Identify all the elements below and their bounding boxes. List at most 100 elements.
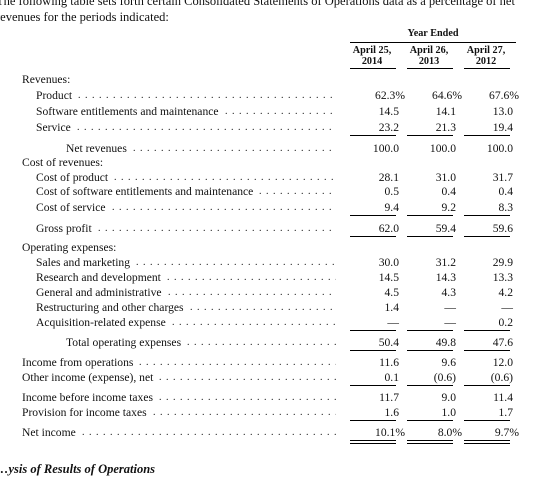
dot-leader: . . . . . . . . . . . . . . . . . . . . … xyxy=(159,370,336,385)
underline xyxy=(407,420,453,421)
cell-value: 8.3 xyxy=(463,200,513,215)
cell-value: 1.4 xyxy=(349,300,399,315)
underline xyxy=(350,385,396,386)
table-row: Income before income taxes . . . . . . . … xyxy=(0,390,540,405)
cell-value: 31.0 xyxy=(406,170,456,185)
cell-value: 10.1% xyxy=(355,425,405,440)
cell-value: 1.6 xyxy=(349,405,399,420)
underline xyxy=(407,135,453,136)
row-label: Income from operations xyxy=(22,355,133,370)
underline xyxy=(350,236,396,237)
column-header-rule xyxy=(350,68,396,69)
cell-value: 9.0 xyxy=(406,390,456,405)
dot-leader: . . . . . . . . . . . . . . . . . . . . … xyxy=(82,425,336,440)
table-row: Provision for income taxes . . . . . . . … xyxy=(0,405,540,420)
cell-value: 11.4 xyxy=(463,390,513,405)
cell-value: 31.7 xyxy=(463,170,513,185)
cell-value: 0.2 xyxy=(463,315,513,330)
table-row: Acquisition-related expense . . . . . . .… xyxy=(0,315,540,330)
cell-value: 62.3% xyxy=(355,88,405,103)
year-ended-rule xyxy=(350,42,516,43)
row-label: Cost of revenues: xyxy=(22,155,103,170)
row-label: Revenues: xyxy=(22,72,70,87)
cell-value: 1.7 xyxy=(463,405,513,420)
row-label: Software entitlements and maintenance xyxy=(36,104,219,119)
cell-value: 29.9 xyxy=(463,255,513,270)
table-row: Research and development . . . . . . . . … xyxy=(0,270,540,285)
underline xyxy=(407,215,453,216)
intro-paragraph: The following table sets forth certain C… xyxy=(0,0,540,25)
underline xyxy=(464,236,510,237)
table-row: Sales and marketing . . . . . . . . . . .… xyxy=(0,255,540,270)
underline xyxy=(407,385,453,386)
dot-leader: . . . . . . . . . . . . . . . . . . . . … xyxy=(159,390,336,405)
double-underline xyxy=(407,440,453,444)
cell-value: 4.5 xyxy=(349,285,399,300)
table-row: General and administrative . . . . . . . … xyxy=(0,285,540,300)
cell-value: — xyxy=(406,315,456,330)
underline xyxy=(464,385,510,386)
cell-value: 0.1 xyxy=(349,370,399,385)
cell-value: 49.8 xyxy=(406,335,456,350)
table-row: Product . . . . . . . . . . . . . . . . .… xyxy=(0,88,540,103)
dot-leader: . . . . . . . . . . . . . . . . . . . . … xyxy=(136,255,336,270)
underline xyxy=(464,135,510,136)
row-label: General and administrative xyxy=(36,285,162,300)
cell-value: (0.6) xyxy=(406,370,456,385)
table-row: Revenues: xyxy=(0,72,540,87)
dot-leader: . . . . . . . . . . . . . . . . . . . . … xyxy=(187,335,336,350)
double-underline xyxy=(350,440,396,444)
cell-value: 100.0 xyxy=(406,141,456,156)
section-heading: …ysis of Results of Operations xyxy=(0,462,155,477)
table-row: Restructuring and other charges . . . . .… xyxy=(0,300,540,315)
cell-value: 13.3 xyxy=(463,270,513,285)
cell-value: (0.6) xyxy=(463,370,513,385)
underline xyxy=(407,350,453,351)
dot-leader: . . . . . . . . . . . . . . . . . . . . … xyxy=(98,221,336,236)
cell-value: 62.0 xyxy=(349,221,399,236)
row-label: Service xyxy=(36,120,71,135)
table-row: Net income . . . . . . . . . . . . . . . … xyxy=(0,425,540,440)
cell-value: 9.2 xyxy=(406,200,456,215)
row-label: Restructuring and other charges xyxy=(36,300,184,315)
table-row: Cost of software entitlements and mainte… xyxy=(0,184,540,199)
underline xyxy=(407,236,453,237)
cell-value: 11.6 xyxy=(349,355,399,370)
column-header-2012: April 27, 2012 xyxy=(462,46,510,67)
cell-value: 47.6 xyxy=(463,335,513,350)
cell-value: 31.2 xyxy=(406,255,456,270)
cell-value: 9.4 xyxy=(349,200,399,215)
table-row: Net revenues . . . . . . . . . . . . . . … xyxy=(0,141,540,156)
cell-value: 67.6% xyxy=(469,88,519,103)
cell-value: 12.0 xyxy=(463,355,513,370)
underline xyxy=(464,215,510,216)
cell-value: 14.3 xyxy=(406,270,456,285)
cell-value: 28.1 xyxy=(349,170,399,185)
table-row: Service . . . . . . . . . . . . . . . . .… xyxy=(0,120,540,135)
column-header-2013: April 26, 2013 xyxy=(405,46,453,67)
cell-value: — xyxy=(349,315,399,330)
dot-leader: . . . . . . . . . . . . . . . . . . . . … xyxy=(259,184,336,199)
dot-leader: . . . . . . . . . . . . . . . . . . . . … xyxy=(167,270,336,285)
cell-value: 21.3 xyxy=(406,120,456,135)
cell-value: 59.6 xyxy=(463,221,513,236)
underline xyxy=(350,135,396,136)
row-label: Product xyxy=(36,88,72,103)
cell-value: — xyxy=(463,300,513,315)
cell-value: 30.0 xyxy=(349,255,399,270)
table-row: Cost of service . . . . . . . . . . . . .… xyxy=(0,200,540,215)
cell-value: 0.4 xyxy=(463,184,513,199)
underline xyxy=(464,330,510,331)
cell-value: 0.4 xyxy=(406,184,456,199)
table-row: Operating expenses: xyxy=(0,240,540,255)
row-label: Other income (expense), net xyxy=(22,370,153,385)
dot-leader: . . . . . . . . . . . . . . . . . . . . … xyxy=(114,170,336,185)
dot-leader: . . . . . . . . . . . . . . . . . . . . … xyxy=(225,104,336,119)
row-label: Sales and marketing xyxy=(36,255,130,270)
dot-leader: . . . . . . . . . . . . . . . . . . . . … xyxy=(139,355,336,370)
cell-value: 4.2 xyxy=(463,285,513,300)
cell-value: 59.4 xyxy=(406,221,456,236)
cell-value: 100.0 xyxy=(349,141,399,156)
table-row: Software entitlements and maintenance . .… xyxy=(0,104,540,119)
cell-value: 19.4 xyxy=(463,120,513,135)
